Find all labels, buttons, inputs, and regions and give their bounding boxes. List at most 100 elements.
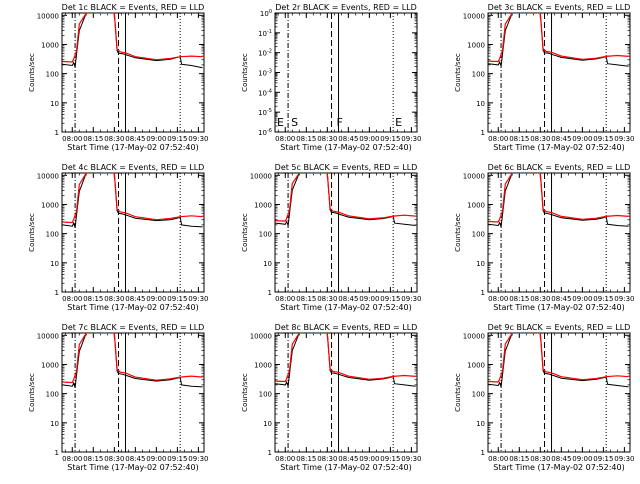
y-tick-label: 10	[263, 260, 272, 268]
x-tick-label: 08:45	[338, 455, 358, 463]
x-tick-label: 09:00	[572, 135, 592, 143]
y-tick-label: 10000	[37, 12, 59, 20]
x-tick-label: 08:45	[551, 455, 571, 463]
detector-panel-8: Det 8c BLACK = Events, RED = LLD 1 10 100 10…	[241, 323, 421, 472]
x-tick-label: 09:00	[572, 295, 592, 303]
x-tick-label: 08:00	[275, 455, 295, 463]
y-tick-label: 10-5	[258, 108, 272, 117]
x-tick-label: 09:30	[188, 135, 208, 143]
marker-annotation-e: E	[395, 116, 402, 129]
x-tick-label: 09:15	[380, 455, 400, 463]
y-tick-label: 1000	[41, 201, 59, 209]
y-tick-label: 10000	[463, 172, 485, 180]
y-tick-label: 1	[481, 449, 485, 457]
y-tick-label: 10	[263, 420, 272, 428]
x-tick-label: 08:15	[296, 455, 316, 463]
y-tick-label: 100	[259, 391, 272, 399]
x-tick-label: 09:30	[401, 295, 421, 303]
panel-title: Det 2r BLACK = Events, RED = LLD	[275, 3, 417, 12]
y-axis-label: Counts/sec	[241, 373, 249, 412]
plot-frame	[61, 332, 205, 453]
y-tick-label: 1000	[467, 41, 485, 49]
x-tick-label: 09:15	[593, 295, 613, 303]
x-tick-label: 08:30	[530, 135, 550, 143]
y-tick-label: 10	[476, 100, 485, 108]
lld-series-line	[62, 13, 203, 63]
y-tick-label: 100	[259, 231, 272, 239]
x-tick-label: 08:30	[530, 455, 550, 463]
x-axis-label: Start Time (17-May-02 07:52:40)	[280, 303, 411, 312]
plot-frame	[61, 12, 205, 133]
x-axis-label: Start Time (17-May-02 07:52:40)	[67, 143, 198, 152]
series-group	[62, 13, 203, 69]
x-tick-label: 08:00	[488, 295, 508, 303]
y-tick-label: 10-4	[258, 88, 272, 97]
x-tick-label: 09:00	[146, 455, 166, 463]
panel-title: Det 8c BLACK = Events, RED = LLD	[275, 323, 418, 332]
x-tick-label: 09:30	[188, 295, 208, 303]
x-tick-label: 08:00	[275, 135, 295, 143]
marker-annotation-s: S	[291, 116, 298, 129]
marker-annotation-e: E	[277, 116, 284, 129]
x-tick-label: 08:15	[509, 295, 529, 303]
y-axis-label: Counts/sec	[28, 373, 36, 412]
x-axis-label: Start Time (17-May-02 07:52:40)	[493, 303, 624, 312]
y-tick-label: 100	[46, 231, 59, 239]
x-axis-label: Start Time (17-May-02 07:52:40)	[67, 303, 198, 312]
y-axis-label: Counts/sec	[28, 53, 36, 92]
y-tick-label: 10-3	[258, 69, 272, 78]
panel-title: Det 1c BLACK = Events, RED = LLD	[62, 3, 205, 12]
detector-panel-6: Det 6c BLACK = Events, RED = LLD 1 10 100 10…	[454, 163, 634, 312]
series-group	[62, 173, 203, 228]
panel-title: Det 9c BLACK = Events, RED = LLD	[488, 323, 631, 332]
events-series-line	[275, 333, 416, 387]
lld-series-line	[488, 173, 629, 223]
y-tick-label: 1	[55, 129, 59, 137]
x-axis-label: Start Time (17-May-02 07:52:40)	[493, 143, 624, 152]
x-tick-label: 08:30	[317, 455, 337, 463]
x-tick-label: 09:15	[167, 295, 187, 303]
x-tick-label: 09:30	[401, 135, 421, 143]
events-series-line	[62, 173, 203, 228]
y-axis-label: Counts/sec	[454, 213, 462, 252]
x-tick-label: 09:15	[593, 135, 613, 143]
x-tick-label: 08:00	[62, 295, 82, 303]
x-tick-label: 08:00	[62, 135, 82, 143]
detector-panel-4: Det 4c BLACK = Events, RED = LLD 1 10 100 10…	[28, 163, 208, 312]
panel-title: Det 3c BLACK = Events, RED = LLD	[488, 3, 631, 12]
x-tick-label: 09:00	[359, 455, 379, 463]
y-tick-label: 100	[46, 71, 59, 79]
x-tick-label: 08:45	[125, 295, 145, 303]
y-tick-label: 10000	[463, 332, 485, 340]
y-tick-label: 1	[268, 449, 272, 457]
y-axis-label: Counts/sec	[28, 213, 36, 252]
lld-series-line	[275, 173, 416, 222]
x-tick-label: 08:45	[551, 295, 571, 303]
x-tick-label: 08:30	[530, 295, 550, 303]
y-tick-label: 100	[46, 391, 59, 399]
y-tick-label: 10	[50, 260, 59, 268]
y-tick-label: 1	[268, 289, 272, 297]
y-tick-label: 1	[55, 289, 59, 297]
y-axis-label: Counts/sec	[454, 53, 462, 92]
y-tick-label: 100	[472, 71, 485, 79]
x-tick-label: 08:15	[509, 455, 529, 463]
series-group	[488, 13, 629, 67]
y-tick-label: 10-2	[258, 49, 272, 58]
x-tick-label: 08:45	[125, 135, 145, 143]
x-tick-label: 08:45	[125, 455, 145, 463]
lld-series-line	[275, 333, 416, 383]
x-tick-label: 09:15	[380, 295, 400, 303]
x-tick-label: 08:00	[275, 295, 295, 303]
y-tick-label: 10000	[250, 332, 272, 340]
y-tick-label: 1	[55, 449, 59, 457]
y-tick-label: 10000	[463, 12, 485, 20]
x-tick-label: 09:30	[614, 135, 634, 143]
events-series-line	[275, 173, 416, 226]
detector-panel-7: Det 7c BLACK = Events, RED = LLD 1 10 100 10…	[28, 323, 208, 472]
y-tick-label: 10	[476, 260, 485, 268]
x-axis-label: Start Time (17-May-02 07:52:40)	[280, 463, 411, 472]
y-tick-label: 10	[50, 100, 59, 108]
